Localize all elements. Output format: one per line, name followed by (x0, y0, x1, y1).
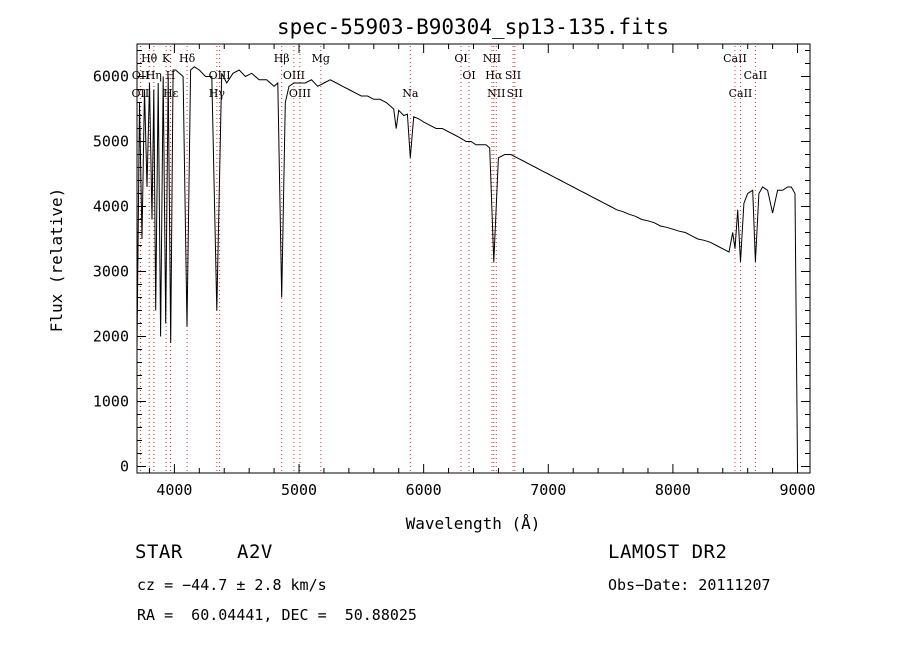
line-marker-label: OII (132, 69, 150, 82)
chart-title: spec-55903-B90304_sp13-135.fits (277, 15, 669, 39)
obs-date: Obs−Date: 20111207 (608, 576, 771, 594)
line-marker-label: OIII (289, 87, 311, 100)
line-marker-label: SII (507, 87, 523, 100)
x-tick-label: 6000 (406, 481, 442, 499)
line-marker-label: OI (462, 69, 475, 82)
y-axis-label: Flux (relative) (47, 188, 66, 333)
spectrum-line (136, 66, 798, 467)
line-marker-label: Hε (163, 87, 179, 100)
line-marker-label: CaII (723, 52, 747, 65)
line-marker-label: Hθ (141, 52, 158, 65)
x-tick-label: 4000 (156, 481, 192, 499)
line-marker-label: NII (483, 52, 501, 65)
object-subclass: A2V (237, 541, 273, 563)
line-marker-label: OIII (209, 69, 231, 82)
x-tick-label: 7000 (530, 481, 566, 499)
line-marker-label: K (162, 52, 171, 65)
y-tick-label: 3000 (93, 263, 129, 281)
x-tick-label: 5000 (281, 481, 317, 499)
line-marker-label: OI (454, 52, 467, 65)
y-tick-label: 1000 (93, 393, 129, 411)
y-tick-label: 4000 (93, 198, 129, 216)
plot-area (136, 66, 798, 467)
line-marker-label: SII (505, 69, 521, 82)
y-tick-label: 6000 (93, 68, 129, 86)
line-marker-label: Hδ (179, 52, 196, 65)
plot-frame (136, 43, 811, 474)
coordinates: RA = 60.04441, DEC = 50.88025 (137, 606, 417, 624)
object-class: STAR (135, 541, 183, 563)
y-tick-label: 2000 (93, 328, 129, 346)
y-tick-label: 5000 (93, 133, 129, 151)
line-marker-label: Mg (312, 52, 330, 65)
x-tick-label: 9000 (779, 481, 815, 499)
line-marker-label: Hγ (209, 87, 226, 100)
x-tick-label: 8000 (655, 481, 691, 499)
line-marker-label: OIII (283, 69, 305, 82)
line-marker-label: CaII (729, 87, 753, 100)
spectral-line-markers: HθHηOIIOIIKHHδHεOIIIHγHβOIIIOIIIMgNaOIOI… (132, 46, 768, 473)
line-marker-label: NII (487, 87, 505, 100)
line-marker-label: Hα (485, 69, 503, 82)
x-axis-label: Wavelength (Å) (406, 514, 541, 533)
line-marker-label: Na (402, 87, 419, 100)
line-marker-label: CaII (744, 69, 768, 82)
y-tick-label: 0 (120, 458, 129, 476)
line-marker-label: H (166, 69, 176, 82)
line-marker-label: Hβ (274, 52, 290, 65)
axes: 4000 5000 6000 7000 8000 9000 0 1000 2000 3000 400… (93, 43, 816, 499)
survey-name: LAMOST DR2 (608, 541, 728, 563)
redshift-cz: cz = −44.7 ± 2.8 km/s (137, 576, 327, 594)
line-marker-label: Hη (146, 69, 162, 82)
